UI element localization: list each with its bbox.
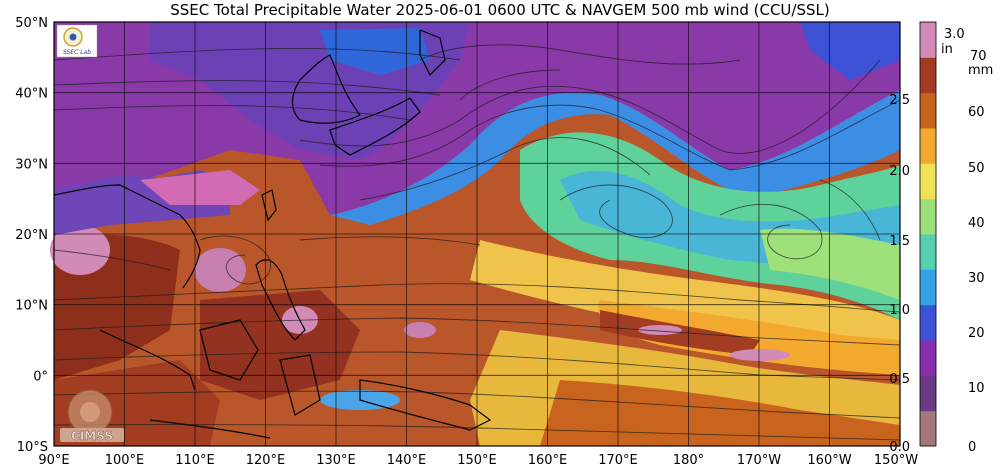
colorbar-stripe <box>920 163 936 200</box>
colorbar: 3.0 in 2.5 2.0 1.5 1.0 0.5 0.0 70 mm 60 … <box>889 21 993 455</box>
lon-label: 120°E <box>246 453 286 468</box>
coastlines <box>53 29 492 439</box>
colorbar-mm-scale: 70 mm 60 50 40 30 20 10 0 <box>968 49 993 455</box>
lon-label: 160°W <box>807 453 851 468</box>
inch-tick: 1.5 <box>889 234 910 249</box>
mm-tick: 60 <box>968 105 985 120</box>
mm-tick: 10 <box>968 381 985 396</box>
unit-in-label: in <box>941 42 953 57</box>
lon-label: 140°E <box>387 453 427 468</box>
svg-text:SSEC Lab: SSEC Lab <box>63 49 91 56</box>
inch-tick: 0.0 <box>889 440 910 455</box>
colorbar-stripe <box>920 22 936 58</box>
map-title: SSEC Total Precipitable Water 2025-06-01… <box>170 1 830 19</box>
inch-tick: 0.5 <box>889 372 910 387</box>
mm-tick: 70 <box>970 49 987 64</box>
lat-lon-grid <box>53 21 901 447</box>
colorbar-stripe <box>920 198 936 235</box>
colorbar-gradient <box>920 22 936 447</box>
inch-tick: 1.0 <box>889 303 910 318</box>
lon-label: 160°E <box>528 453 568 468</box>
lat-label: 30°N <box>15 157 48 172</box>
lat-label: 50°N <box>15 16 48 31</box>
ssec-logo: SSEC Lab <box>56 24 98 58</box>
mm-tick: 0 <box>968 440 976 455</box>
lon-label: 150°W <box>874 453 918 468</box>
lat-label: 10°S <box>17 440 48 455</box>
map-frame <box>53 21 901 447</box>
wind-streamlines <box>53 44 901 441</box>
colorbar-stripe <box>920 269 936 306</box>
inch-tick: 2.0 <box>889 164 910 179</box>
latitude-labels: 50°N 40°N 30°N 20°N 10°N 0° 10°S <box>15 16 48 455</box>
colorbar-stripe <box>920 128 936 164</box>
lat-label: 0° <box>33 369 48 384</box>
colorbar-stripe <box>920 304 936 341</box>
lat-label: 10°N <box>15 299 48 314</box>
unit-mm-label: mm <box>968 63 993 78</box>
mm-tick: 50 <box>968 161 985 176</box>
mm-tick: 20 <box>968 326 985 341</box>
colorbar-frame <box>919 21 937 447</box>
longitude-labels: 90°E 100°E 110°E 120°E 130°E 140°E 150°E… <box>38 453 918 468</box>
inch-tick: 2.5 <box>889 93 910 108</box>
mm-tick: 30 <box>968 271 985 286</box>
lat-label: 20°N <box>15 228 48 243</box>
mm-tick: 40 <box>968 216 985 231</box>
colorbar-stripe <box>920 57 936 94</box>
colorbar-stripe <box>920 234 936 270</box>
lon-label: 150°E <box>457 453 497 468</box>
cimss-logo: CIMSS <box>60 389 124 443</box>
lon-label: 170°E <box>598 453 638 468</box>
lon-label: 100°E <box>105 453 145 468</box>
lat-label: 40°N <box>15 87 48 102</box>
colorbar-inch-scale: 3.0 in 2.5 2.0 1.5 1.0 0.5 0.0 <box>889 27 964 455</box>
svg-text:CIMSS: CIMSS <box>71 429 113 443</box>
inch-tick: 3.0 <box>944 27 965 42</box>
colorbar-stripe <box>920 92 936 129</box>
lon-label: 170°W <box>737 453 781 468</box>
colorbar-stripe <box>920 375 936 412</box>
lon-label: 110°E <box>175 453 215 468</box>
lon-label: 90°E <box>38 453 69 468</box>
lon-label: 180° <box>673 453 704 468</box>
lon-label: 130°E <box>316 453 356 468</box>
colorbar-stripe <box>920 410 936 447</box>
colorbar-stripe <box>920 340 936 376</box>
